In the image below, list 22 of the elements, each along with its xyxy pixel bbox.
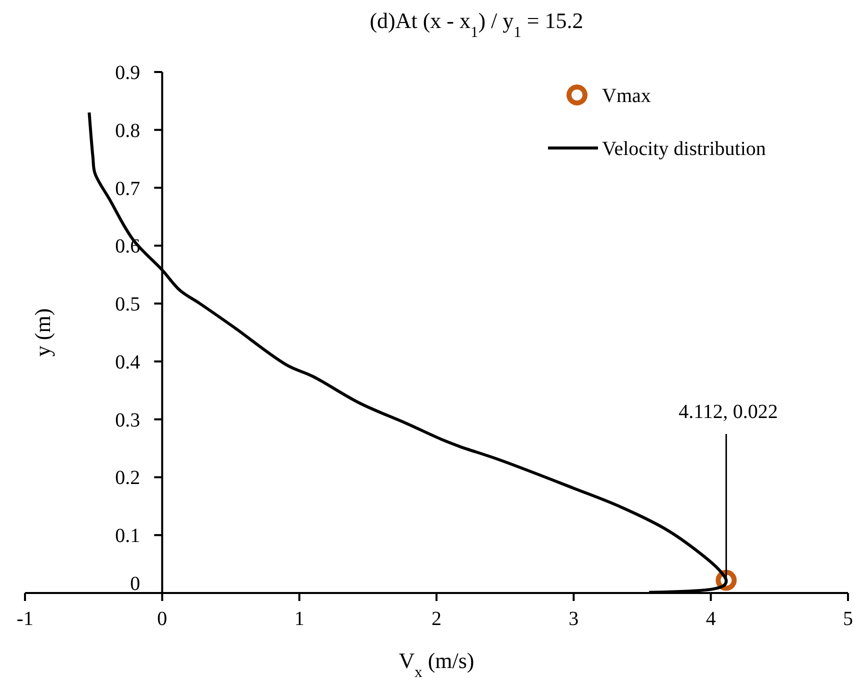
y-tick-label: 0.4 [115, 351, 140, 374]
x-tick-label: 5 [843, 608, 853, 630]
y-tick-label: 0 [130, 573, 140, 595]
annotation: 4.112, 0.022 [678, 401, 778, 423]
y-tick-label: 0.1 [115, 525, 140, 548]
legend-label: Vmax [602, 85, 651, 107]
y-axis-title: y (m) [30, 308, 55, 357]
y-tick-label: 0.9 [115, 62, 140, 84]
x-tick-label: 2 [432, 608, 442, 630]
x-tick-label: 1 [294, 608, 304, 630]
y-tick-label: 0.8 [115, 120, 140, 142]
x-tick-label: 3 [568, 608, 579, 630]
chart-title: (d)At (x - x$_{1}$) / y$_{1}$ = 15.2 [370, 8, 584, 40]
legend-label: Velocity distribution [602, 138, 766, 160]
x-tick-label: -1 [16, 608, 34, 630]
y-tick-label: 0.5 [115, 294, 140, 316]
x-tick-label: 4 [706, 608, 716, 630]
y-tick-label: 0.7 [115, 178, 140, 200]
y-tick-label: 0.2 [115, 467, 140, 490]
y-tick-label: 0.3 [115, 409, 140, 432]
x-tick-label: 0 [157, 608, 168, 630]
x-axis-title: V$_{x}$ (m/s) [398, 648, 474, 680]
